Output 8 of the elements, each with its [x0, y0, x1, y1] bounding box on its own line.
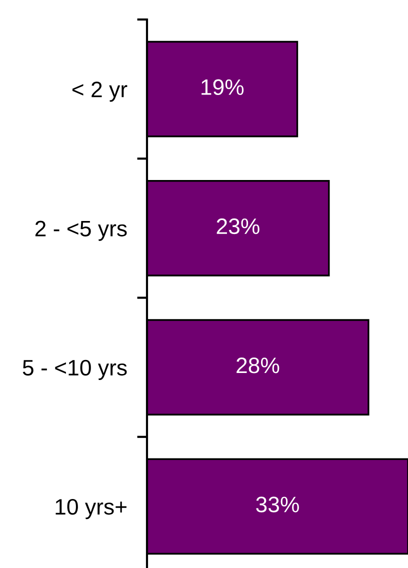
y-tick-label: 10 yrs+	[56, 498, 126, 520]
data-label: 19%	[202, 79, 244, 96]
data-label: 23%	[216, 218, 260, 234]
y-tick-label: < 2 yr	[72, 82, 128, 102]
y-tick-label: 5 - <10 yrs	[22, 360, 127, 380]
data-label: 28%	[236, 358, 280, 374]
data-label: 33%	[256, 496, 299, 512]
y-tick-label: 2 - <5 yrs	[35, 220, 127, 241]
